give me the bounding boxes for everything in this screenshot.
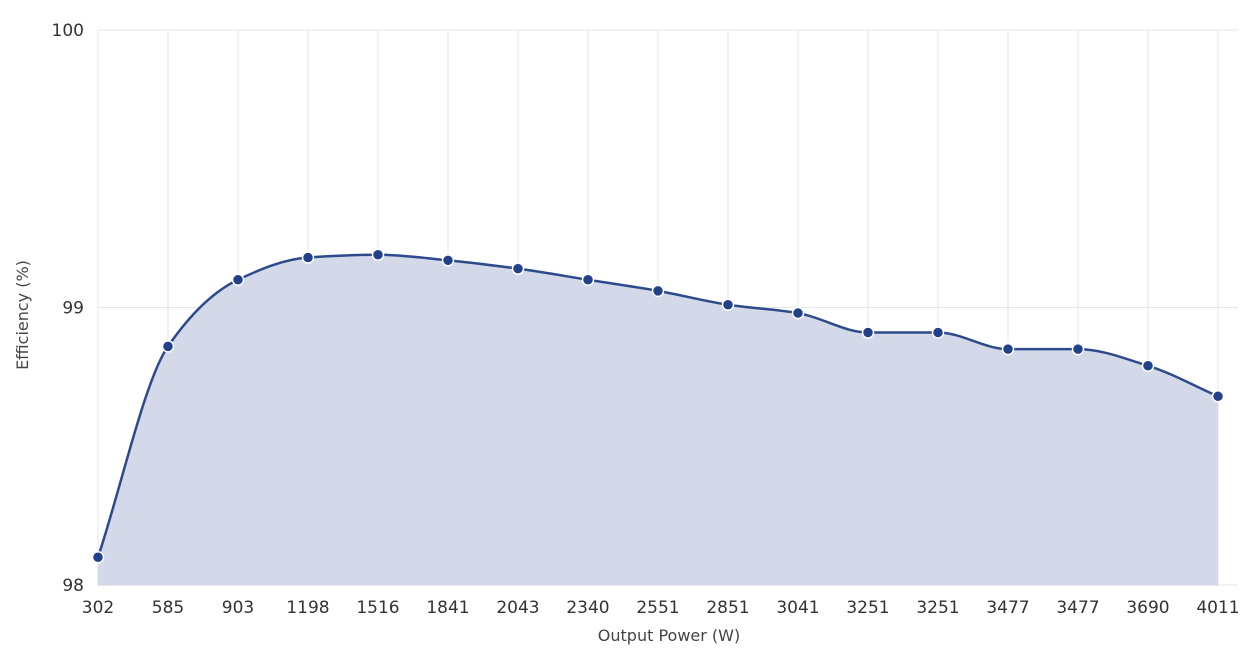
y-tick-label: 98 <box>62 576 84 596</box>
data-point[interactable] <box>231 273 245 286</box>
x-axis-title: Output Power (W) <box>598 626 740 645</box>
x-tick-label: 3251 <box>846 598 889 618</box>
tick-layer: 98 99 100 302 585 903 1198 1516 1841 2043 2340 2551… <box>52 21 1240 618</box>
data-point[interactable] <box>1001 342 1015 356</box>
data-point[interactable] <box>861 326 875 339</box>
data-point[interactable] <box>301 251 315 264</box>
data-point[interactable] <box>651 284 665 298</box>
data-point[interactable] <box>931 326 945 339</box>
x-tick-label: 3041 <box>776 598 819 618</box>
x-tick-label: 1516 <box>356 598 399 618</box>
data-point[interactable] <box>1211 390 1225 403</box>
data-point[interactable] <box>161 340 175 353</box>
data-point[interactable] <box>511 262 525 275</box>
x-tick-label: 2340 <box>566 598 609 618</box>
data-point[interactable] <box>441 254 455 267</box>
x-tick-label: 3251 <box>916 598 959 618</box>
x-tick-label: 585 <box>152 598 184 618</box>
y-tick-label: 99 <box>62 299 84 319</box>
x-tick-label: 2043 <box>496 598 539 618</box>
x-tick-label: 3477 <box>1056 598 1099 618</box>
data-point[interactable] <box>91 551 105 564</box>
area-layer <box>96 253 1219 585</box>
marker-layer <box>91 248 1225 564</box>
data-point[interactable] <box>581 273 595 286</box>
y-axis-title: Efficiency (%) <box>13 260 32 370</box>
x-tick-label: 302 <box>82 598 114 618</box>
x-tick-label: 2551 <box>636 598 679 618</box>
x-tick-label: 3477 <box>986 598 1029 618</box>
x-tick-label: 4011 <box>1196 598 1239 618</box>
x-tick-label: 1841 <box>426 598 469 618</box>
data-point[interactable] <box>371 248 385 262</box>
x-tick-label: 1198 <box>286 598 329 618</box>
x-tick-label: 2851 <box>706 598 749 618</box>
efficiency-area-fill <box>98 254 1218 585</box>
data-point[interactable] <box>1071 342 1085 356</box>
x-tick-label: 903 <box>222 598 254 618</box>
data-point[interactable] <box>791 306 805 320</box>
y-tick-label: 100 <box>52 21 84 41</box>
data-point[interactable] <box>1141 359 1155 373</box>
data-point[interactable] <box>721 298 735 311</box>
x-tick-label: 3690 <box>1126 598 1169 618</box>
